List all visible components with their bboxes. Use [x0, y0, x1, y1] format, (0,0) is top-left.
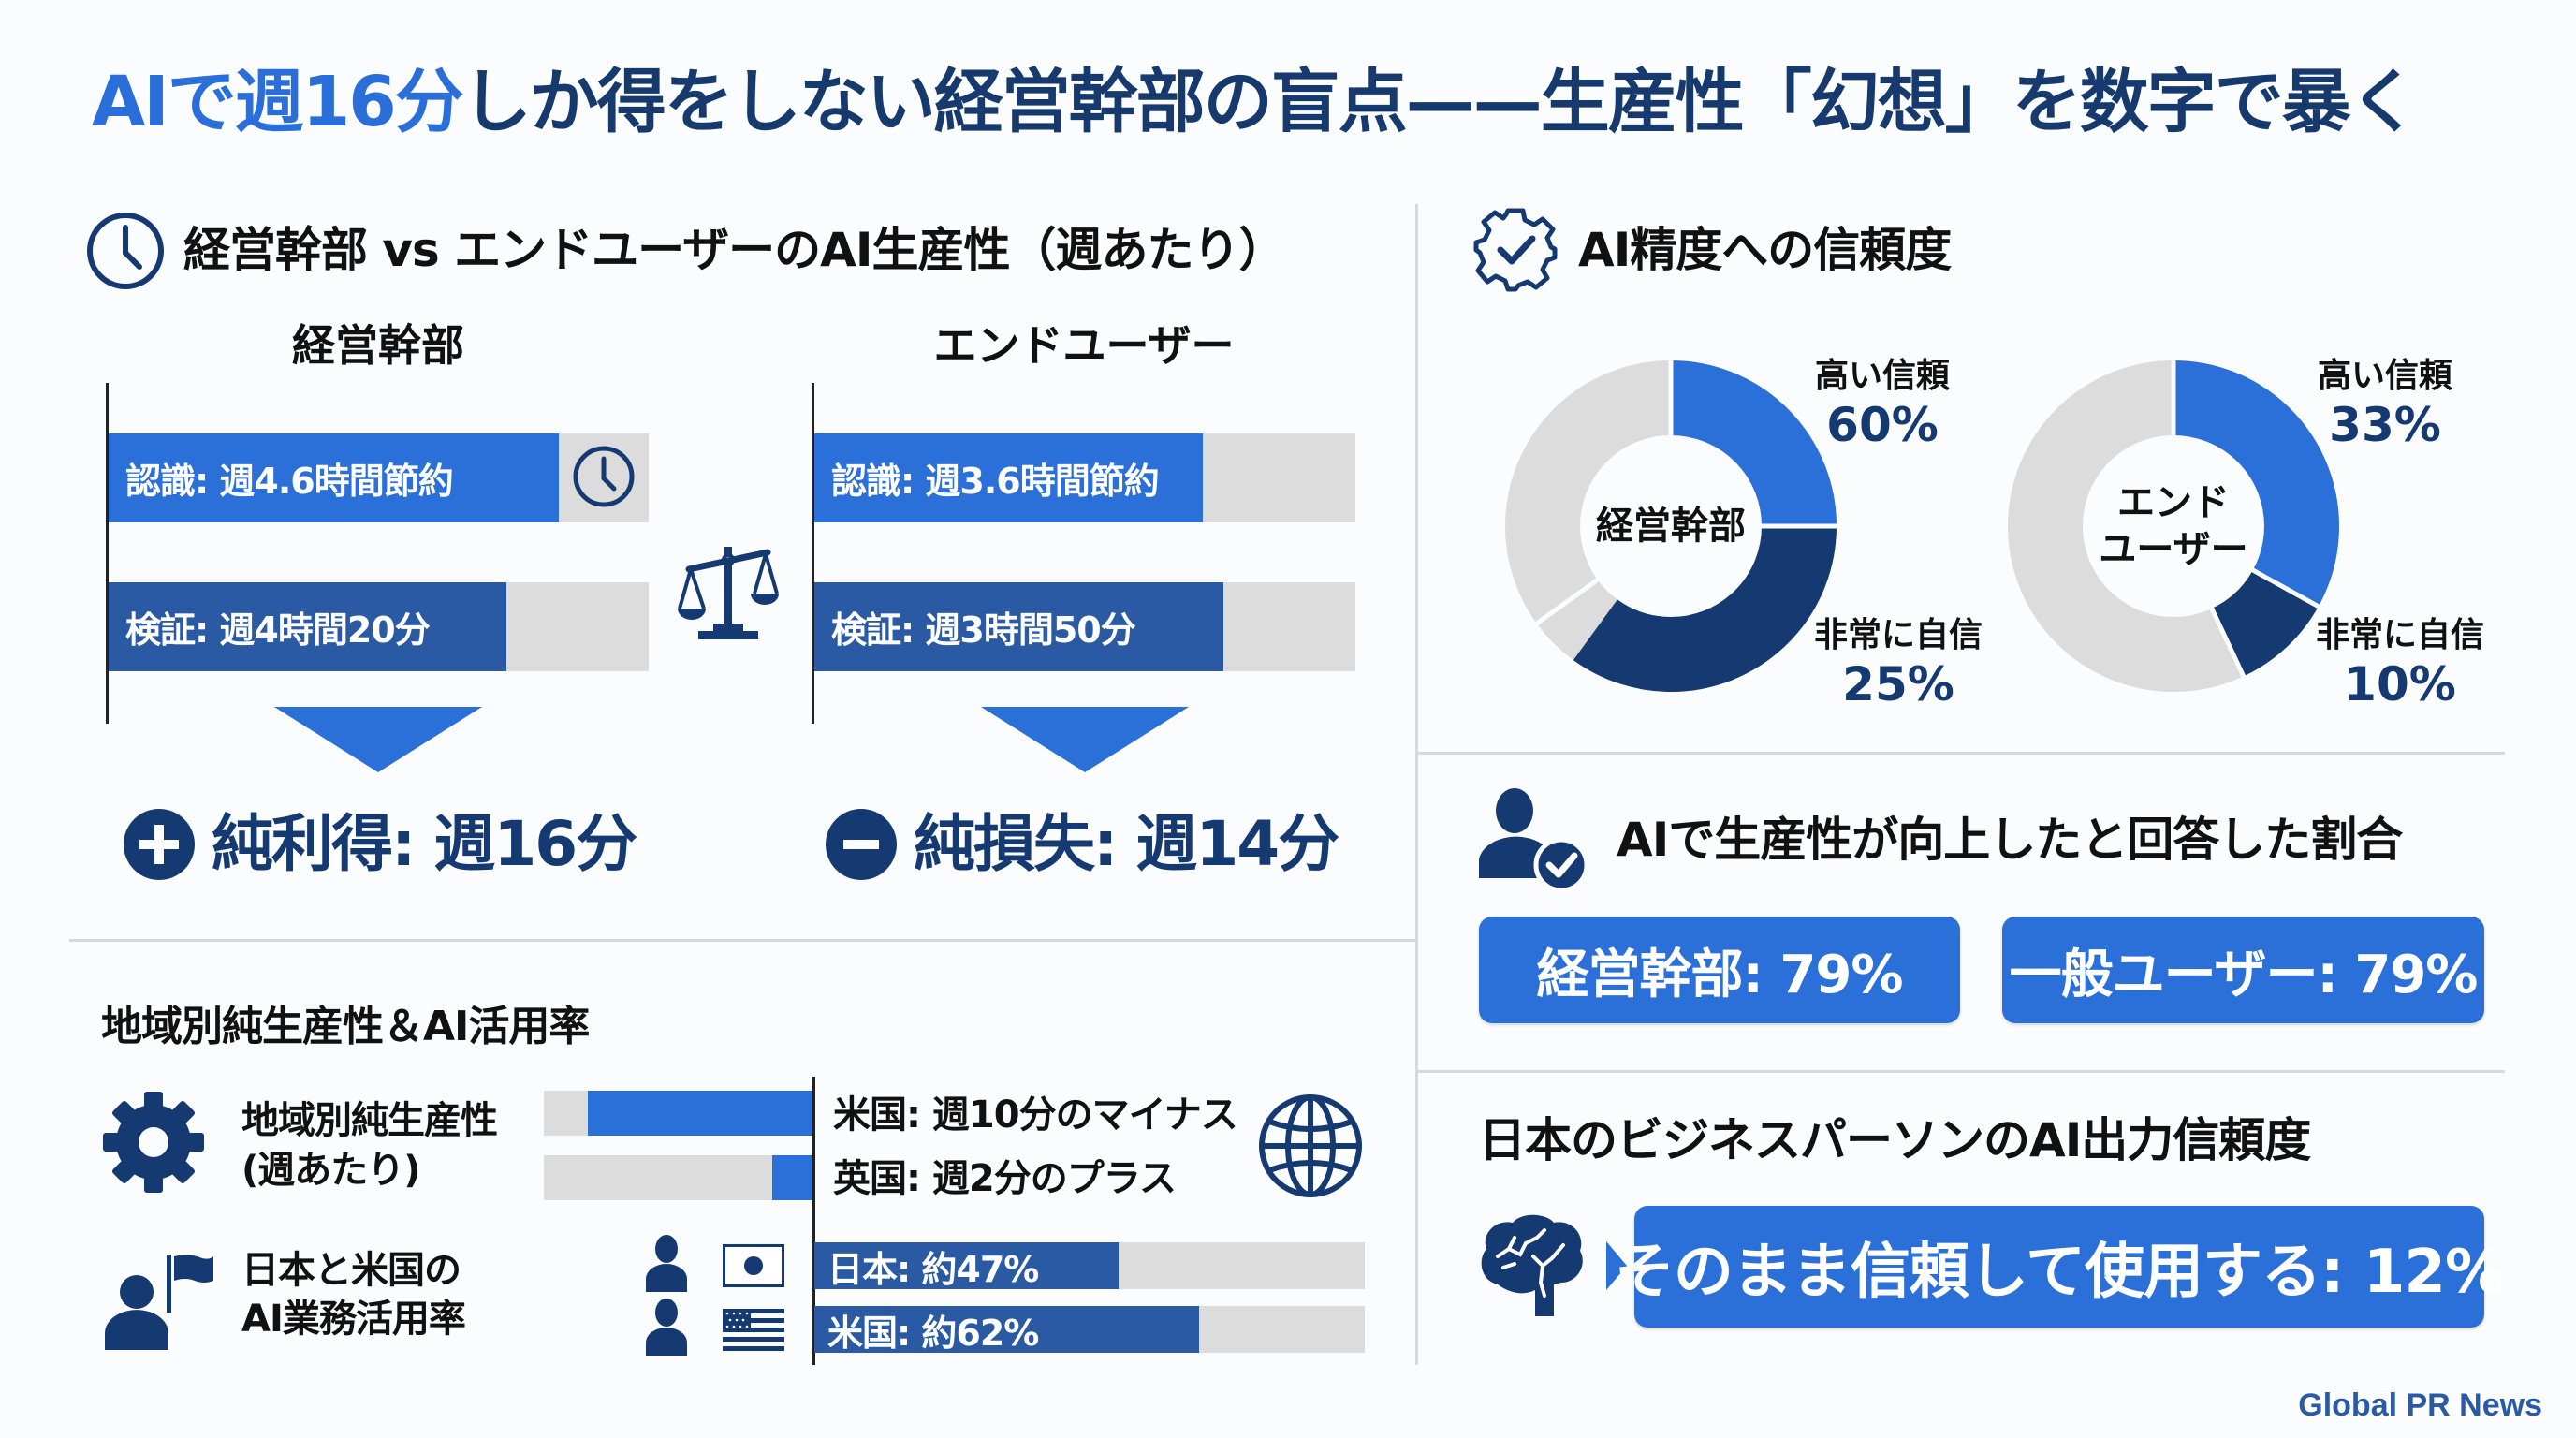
exec-improved-pill: 経営幹部: 79%: [1479, 917, 1960, 1023]
page-title: AIで週16分しか得をしない経営幹部の盲点——生産性「幻想」を数字で暴く: [92, 58, 2419, 146]
section-japan-trust-heading: 日本のビジネスパーソンのAI出力信頼度: [1479, 1113, 2311, 1167]
general-user-improved-pill: 一般ユーザー: 79%: [2002, 917, 2484, 1023]
us-flag-icon: [723, 1309, 784, 1354]
us-net-bar: [544, 1091, 813, 1136]
enduser-net-result: 純損失: 週14分: [914, 808, 1339, 880]
exec-down-arrow-icon: [274, 707, 482, 772]
section-regional-heading: 地域別純生産性＆AI活用率: [101, 1003, 590, 1050]
japan-usage-bar: 日本: 約47%: [814, 1242, 1365, 1290]
enduser-column-header: エンドユーザー: [933, 320, 1235, 371]
us-usage-fill: 米国: 約62%: [814, 1306, 1199, 1354]
section-improved-heading: AIで生産性が向上したと回答した割合: [1617, 813, 2403, 867]
exec-axis-line: [106, 383, 109, 724]
scale-icon: [676, 541, 781, 646]
enduser-verified-bar: 検証: 週3時間50分: [814, 582, 1355, 671]
section-productivity-heading: 経営幹部 vs エンドユーザーのAI生産性（週あたり）: [183, 223, 1285, 277]
enduser-perceived-bar: 認識: 週3.6時間節約: [814, 433, 1355, 522]
japan-flag-icon: [723, 1244, 784, 1287]
enduser-trust-donut: [2005, 358, 2342, 695]
japan-usage-remainder: [1119, 1242, 1365, 1289]
exec-very-confident-label: 非常に自信: [1813, 616, 1983, 654]
minus-circle-icon: [826, 809, 897, 880]
globe-icon: [1256, 1092, 1365, 1200]
exec-perceived-remainder: [559, 433, 649, 522]
enduser-very-confident-value: 10%: [2344, 657, 2456, 712]
person-check-icon: [1477, 785, 1593, 893]
enduser-very-confident-label: 非常に自信: [2315, 616, 2485, 654]
us-usage-remainder: [1199, 1306, 1365, 1353]
exec-donut-center-label: 経営幹部: [1596, 505, 1746, 548]
gear-check-icon: [1473, 208, 1558, 292]
net-productivity-label-line2: (週あたり): [242, 1149, 421, 1192]
exec-perceived-fill: 認識: 週4.6時間節約: [109, 433, 559, 522]
exec-perceived-bar: 認識: 週4.6時間節約: [109, 433, 649, 522]
uk-net-bar-fill: [772, 1155, 813, 1200]
arrow-right-icon: [1606, 1241, 1627, 1290]
exec-verified-bar: 検証: 週4時間20分: [109, 582, 649, 671]
left-horizontal-divider: [69, 939, 1417, 942]
enduser-high-trust-value: 33%: [2329, 398, 2441, 452]
person-flag-icon: [101, 1251, 217, 1354]
exec-very-confident-value: 25%: [1842, 657, 1954, 712]
japan-usage-fill: 日本: 約47%: [814, 1242, 1119, 1290]
enduser-down-arrow-icon: [981, 707, 1189, 772]
us-usage-bar: 米国: 約62%: [814, 1306, 1365, 1354]
title-rest: しか得をしない経営幹部の盲点——生産性「幻想」を数字で暴く: [461, 62, 2419, 142]
uk-net-bar: [544, 1155, 813, 1200]
enduser-perceived-remainder: [1203, 433, 1355, 522]
exec-verified-fill: 検証: 週4時間20分: [109, 582, 506, 671]
exec-high-trust-label: 高い信頼: [1814, 357, 1951, 395]
enduser-donut-center-line2: ユーザー: [2099, 528, 2248, 571]
plus-circle-icon: [124, 809, 195, 880]
right-divider-2: [1417, 1070, 2505, 1073]
right-divider-1: [1417, 752, 2505, 755]
usage-rate-label-line1: 日本と米国の: [242, 1249, 461, 1292]
us-net-bar-fill: [588, 1091, 813, 1136]
exec-trust-donut: [1502, 358, 1839, 695]
enduser-axis-line: [812, 383, 814, 724]
exec-verified-remainder: [506, 582, 649, 671]
regional-axis-line: [812, 1077, 815, 1365]
clock-icon: [571, 444, 637, 513]
enduser-high-trust-label: 高い信頼: [2317, 357, 2453, 395]
clock-icon: [85, 211, 166, 291]
uk-net-text: 英国: 週2分のプラス: [833, 1157, 1177, 1200]
enduser-donut-center-label: エンド ユーザー: [2099, 479, 2247, 573]
exec-column-header: 経営幹部: [292, 320, 464, 371]
person-icon-us: [640, 1298, 693, 1356]
enduser-donut-center-line1: エンド: [2116, 481, 2230, 524]
footer-brand: Global PR News: [2298, 1387, 2542, 1423]
net-productivity-label-line1: 地域別純生産性: [242, 1099, 498, 1142]
enduser-verified-fill: 検証: 週3時間50分: [814, 582, 1223, 671]
usage-rate-label-line2: AI業務活用率: [242, 1298, 466, 1341]
exec-net-result: 純利得: 週16分: [212, 808, 637, 880]
person-icon-japan: [640, 1234, 693, 1292]
brain-icon: [1477, 1211, 1588, 1316]
title-highlight: AIで週16分: [92, 62, 464, 142]
japan-trust-pill: そのまま信頼して使用する: 12%: [1615, 1206, 2505, 1328]
enduser-perceived-fill: 認識: 週3.6時間節約: [814, 433, 1203, 522]
enduser-verified-remainder: [1223, 582, 1355, 671]
vertical-divider: [1415, 204, 1418, 1365]
section-trust-heading: AI精度への信頼度: [1578, 223, 1952, 277]
exec-high-trust-value: 60%: [1826, 398, 1939, 452]
gear-icon: [101, 1090, 206, 1195]
uk-net-bar-remainder: [544, 1155, 772, 1200]
us-net-text: 米国: 週10分のマイナス: [833, 1093, 1238, 1137]
us-net-bar-remainder: [544, 1091, 588, 1136]
